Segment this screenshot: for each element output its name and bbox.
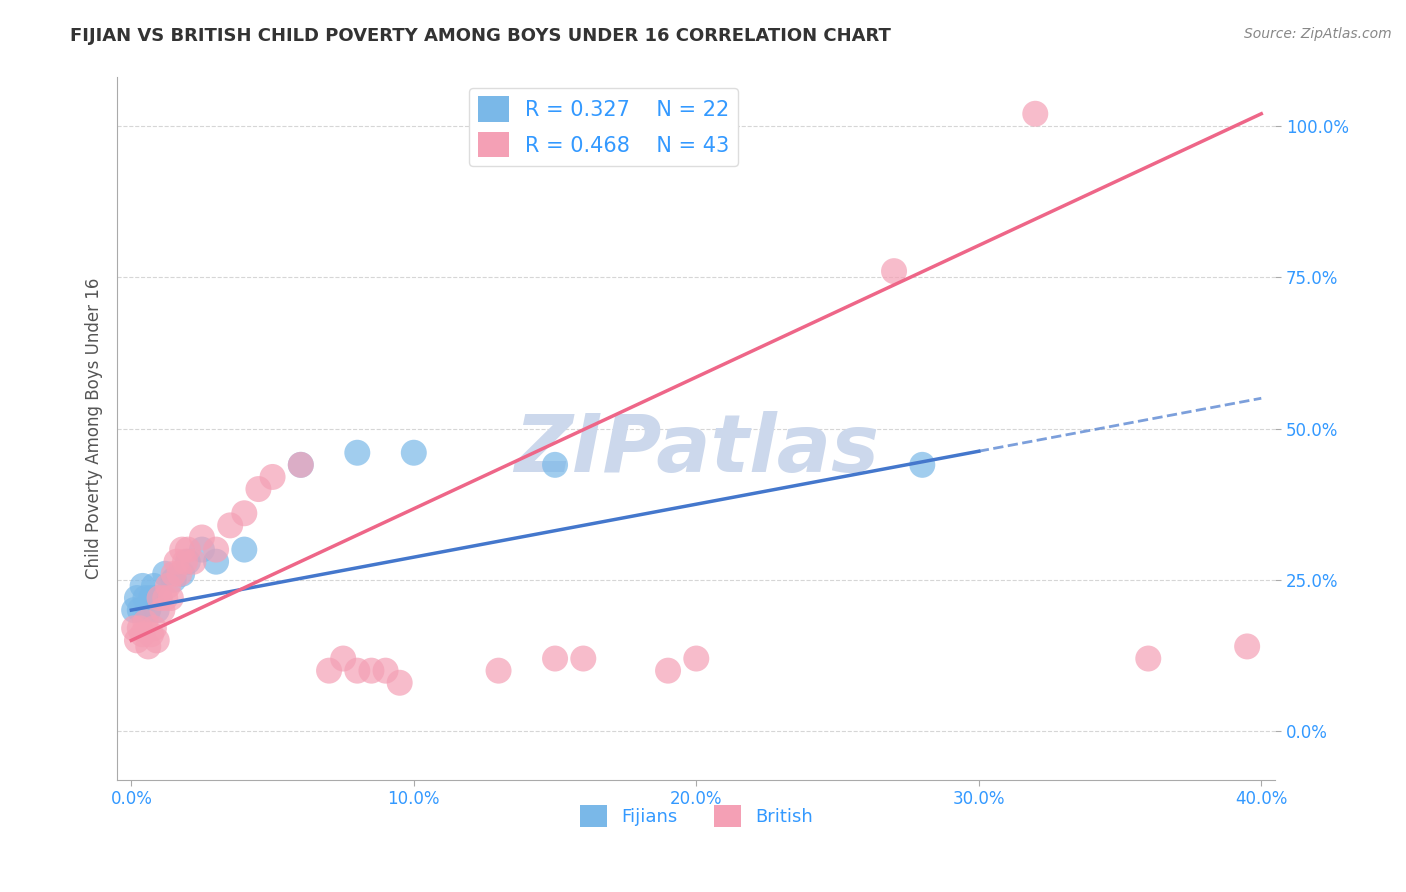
Point [388,675,411,690]
Point [346,664,368,678]
Point [191,542,214,557]
Point [488,664,510,678]
Point [1236,640,1258,654]
Point [290,458,312,472]
Point [131,627,153,641]
Point [145,603,167,617]
Point [183,555,205,569]
Point [1137,651,1160,665]
Point [155,591,177,605]
Point [177,555,200,569]
Point [142,621,165,635]
Point [219,518,242,533]
Point [157,579,180,593]
Point [148,591,170,605]
Point [136,640,159,654]
Point [136,603,159,617]
Point [346,446,368,460]
Point [174,555,197,569]
Point [122,621,145,635]
Point [191,531,214,545]
Point [122,603,145,617]
Point [169,566,191,581]
Point [128,621,150,635]
Point [155,566,177,581]
Text: FIJIAN VS BRITISH CHILD POVERTY AMONG BOYS UNDER 16 CORRELATION CHART: FIJIAN VS BRITISH CHILD POVERTY AMONG BO… [70,27,891,45]
Point [911,458,934,472]
Point [657,664,679,678]
Point [148,591,170,605]
Point [150,603,173,617]
Point [172,542,194,557]
Point [374,664,396,678]
Point [172,566,194,581]
Point [134,591,156,605]
Point [360,664,382,678]
Point [139,627,162,641]
Text: Source: ZipAtlas.com: Source: ZipAtlas.com [1244,27,1392,41]
Point [163,573,186,587]
Point [163,566,186,581]
Point [139,591,162,605]
Legend: Fijians, British: Fijians, British [572,797,820,834]
Point [205,542,228,557]
Point [402,446,425,460]
Point [318,664,340,678]
Point [205,555,228,569]
Point [544,651,567,665]
Point [233,506,256,520]
Point [332,651,354,665]
Point [883,264,905,278]
Point [166,555,188,569]
Y-axis label: Child Poverty Among Boys Under 16: Child Poverty Among Boys Under 16 [86,277,103,579]
Point [177,542,200,557]
Point [160,591,183,605]
Point [125,591,148,605]
Point [1024,107,1046,121]
Point [262,470,284,484]
Point [233,542,256,557]
Point [145,633,167,648]
Point [134,615,156,630]
Point [544,458,567,472]
Point [125,633,148,648]
Point [128,603,150,617]
Point [290,458,312,472]
Point [247,482,270,496]
Point [572,651,595,665]
Point [685,651,707,665]
Text: ZIPatlas: ZIPatlas [513,410,879,489]
Point [131,579,153,593]
Point [142,579,165,593]
